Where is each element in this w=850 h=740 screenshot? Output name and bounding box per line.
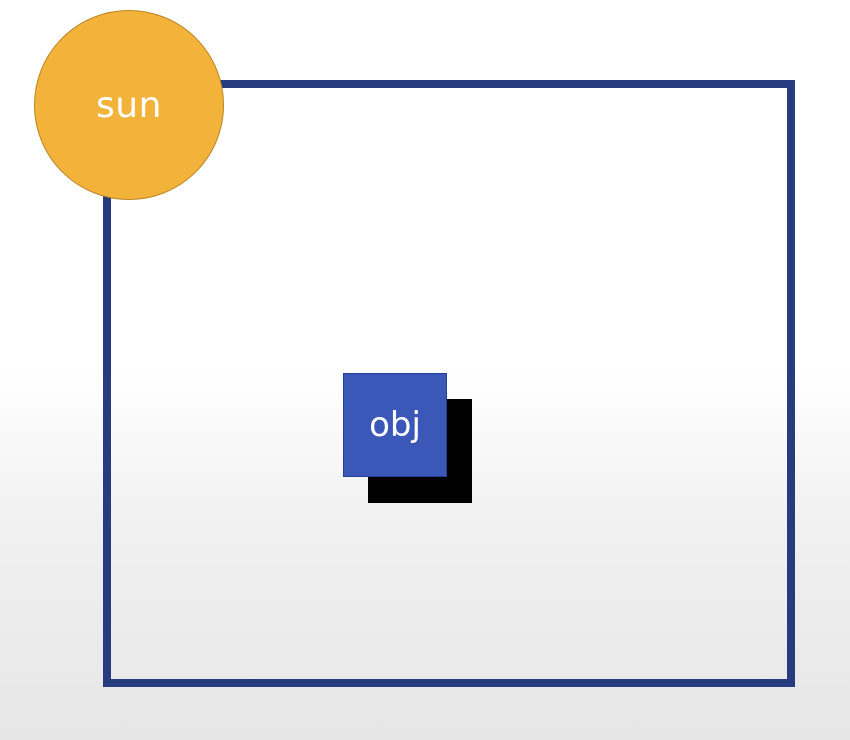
sun-circle: sun (34, 10, 224, 200)
boundary-frame (103, 80, 795, 687)
object-label: obj (369, 405, 421, 445)
sun-label: sun (96, 84, 162, 126)
object-square: obj (343, 373, 447, 477)
